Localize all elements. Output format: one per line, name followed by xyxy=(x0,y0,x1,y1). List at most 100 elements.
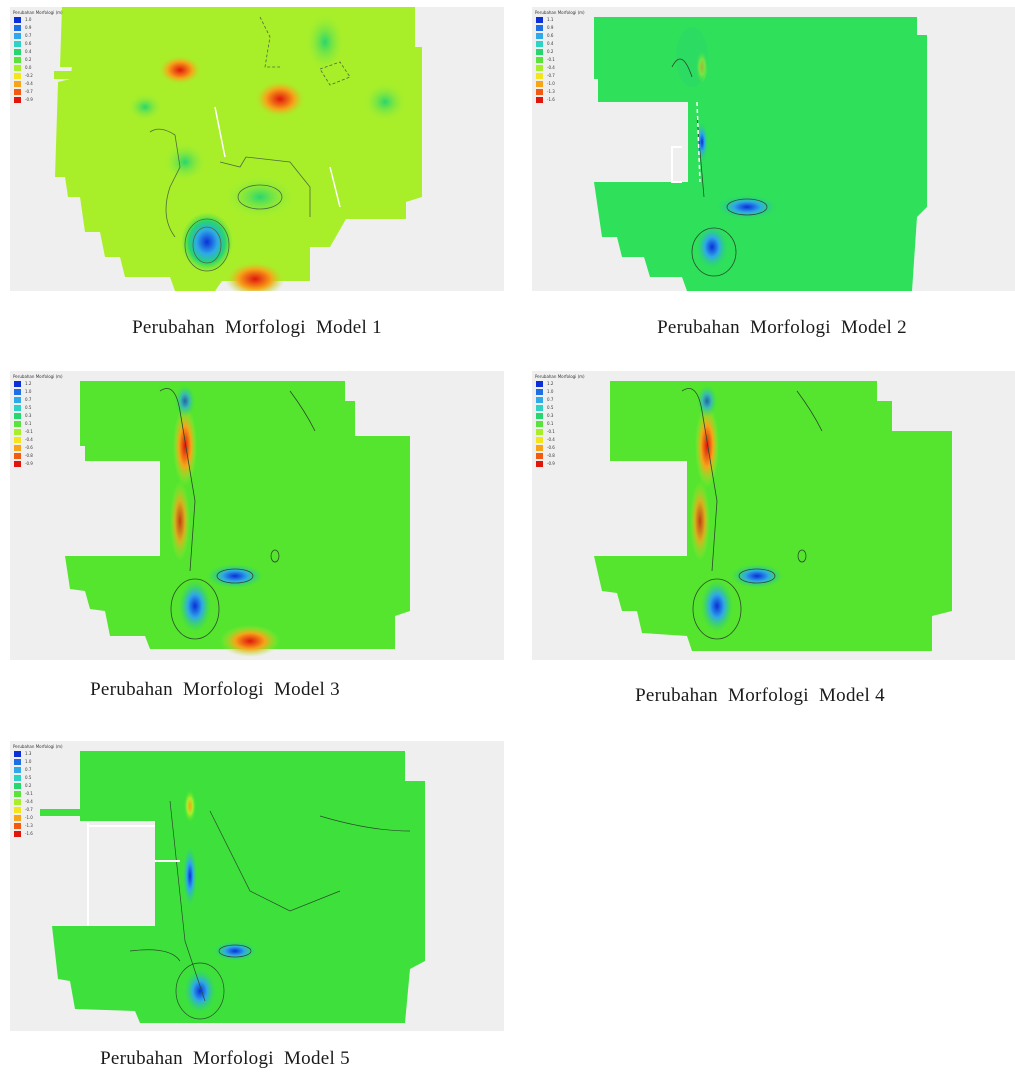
legend-swatch xyxy=(14,81,21,87)
legend-swatch xyxy=(536,17,543,23)
legend-label: -0.8 xyxy=(25,453,33,458)
legend-swatch xyxy=(14,17,21,23)
legend-swatch xyxy=(14,437,21,443)
legend-entry: -0.8 xyxy=(13,452,59,460)
legend-entry: 1.2 xyxy=(13,380,59,388)
legend-entry: -0.9 xyxy=(535,460,581,468)
legend-entry: -0.4 xyxy=(13,798,59,806)
map-panel-model-5: Perubahan Morfologi (m) 1.3 1.0 0.7 0.5 0.2 -0… xyxy=(10,741,504,1031)
legend: Perubahan Morfologi (m) 1.2 1.0 0.7 0.5 0.3 0.… xyxy=(535,374,585,468)
legend-entry: -0.7 xyxy=(13,806,59,814)
legend-entry: -0.1 xyxy=(535,56,581,64)
legend-swatch xyxy=(536,25,543,31)
legend-label: 0.4 xyxy=(25,49,32,54)
legend-swatch xyxy=(14,807,21,813)
legend-swatch xyxy=(14,33,21,39)
legend-swatch xyxy=(14,815,21,821)
legend-label: 1.0 xyxy=(25,759,32,764)
legend-entry: 0.3 xyxy=(535,412,581,420)
legend-label: -1.6 xyxy=(25,831,33,836)
legend-entry: 0.1 xyxy=(535,420,581,428)
legend-title: Perubahan Morfologi (m) xyxy=(13,374,63,379)
legend-entry: -0.1 xyxy=(535,428,581,436)
legend-entry: 0.6 xyxy=(13,40,59,48)
legend-swatch xyxy=(14,791,21,797)
legend-label: 1.0 xyxy=(25,17,32,22)
legend-entry: 0.4 xyxy=(535,40,581,48)
legend-entry: -0.6 xyxy=(535,444,581,452)
legend-label: -1.6 xyxy=(547,97,555,102)
legend-swatch xyxy=(14,421,21,427)
legend-label: -0.1 xyxy=(547,429,555,434)
legend-entry: 1.0 xyxy=(13,758,59,766)
legend-entry: 1.3 xyxy=(13,750,59,758)
legend-entry: 0.2 xyxy=(535,48,581,56)
legend-swatch xyxy=(14,413,21,419)
legend-entry: 0.5 xyxy=(13,404,59,412)
legend-swatch xyxy=(14,751,21,757)
legend-label: -0.7 xyxy=(25,807,33,812)
legend-swatch xyxy=(14,65,21,71)
legend-label: 0.2 xyxy=(25,783,32,788)
legend-swatch xyxy=(14,445,21,451)
legend-entry: -0.9 xyxy=(13,460,59,468)
legend-label: -0.6 xyxy=(547,445,555,450)
legend-swatch xyxy=(536,389,543,395)
legend-label: -0.4 xyxy=(25,437,33,442)
legend-entry: 0.0 xyxy=(13,64,59,72)
legend-entry: -0.4 xyxy=(535,64,581,72)
legend-label: 0.4 xyxy=(547,41,554,46)
legend-label: -0.4 xyxy=(25,81,33,86)
legend-label: -0.7 xyxy=(25,89,33,94)
legend-entry: -0.1 xyxy=(13,790,59,798)
legend-title: Perubahan Morfologi (m) xyxy=(535,10,585,15)
legend-entry: -1.0 xyxy=(13,814,59,822)
legend-label: -0.9 xyxy=(25,461,33,466)
legend-label: -0.4 xyxy=(547,437,555,442)
legend-entry: -0.9 xyxy=(13,96,59,104)
legend-swatch xyxy=(14,89,21,95)
legend-label: -1.3 xyxy=(25,823,33,828)
legend-entry: 1.1 xyxy=(535,16,581,24)
legend-label: -0.7 xyxy=(547,73,555,78)
legend-swatch xyxy=(536,445,543,451)
legend-label: 0.7 xyxy=(25,33,32,38)
legend-swatch xyxy=(14,25,21,31)
legend-entry: -0.2 xyxy=(13,72,59,80)
panel-caption: Perubahan Morfologi Model 5 xyxy=(100,1048,350,1069)
legend-swatch xyxy=(14,41,21,47)
legend-swatch xyxy=(536,405,543,411)
legend-label: -0.6 xyxy=(25,445,33,450)
legend-label: -0.2 xyxy=(25,73,33,78)
legend-label: 0.7 xyxy=(547,397,554,402)
legend-label: -0.4 xyxy=(547,65,555,70)
legend-label: -0.4 xyxy=(25,799,33,804)
legend-entry: -0.1 xyxy=(13,428,59,436)
legend-entry: -0.7 xyxy=(13,88,59,96)
panel-caption: Perubahan Morfologi Model 3 xyxy=(90,679,340,700)
legend: Perubahan Morfologi (m) 1.0 0.9 0.7 0.6 0.4 0.… xyxy=(13,10,63,104)
legend-title: Perubahan Morfologi (m) xyxy=(13,744,63,749)
legend: Perubahan Morfologi (m) 1.3 1.0 0.7 0.5 0.2 -0… xyxy=(13,744,63,838)
legend-swatch xyxy=(14,429,21,435)
legend-swatch xyxy=(14,405,21,411)
legend-label: 0.9 xyxy=(547,25,554,30)
legend-entry: -1.3 xyxy=(535,88,581,96)
legend-swatch xyxy=(536,89,543,95)
legend-swatch xyxy=(536,41,543,47)
legend-entry: 0.7 xyxy=(13,766,59,774)
legend-entry: 0.6 xyxy=(535,32,581,40)
legend-swatch xyxy=(536,65,543,71)
map-panel-model-1: Perubahan Morfologi (m) 1.0 0.9 0.7 0.6 0.4 0.… xyxy=(10,7,504,291)
legend-entry: -0.4 xyxy=(535,436,581,444)
legend-label: 0.6 xyxy=(547,33,554,38)
legend-swatch xyxy=(536,33,543,39)
legend-swatch xyxy=(14,775,21,781)
legend-title: Perubahan Morfologi (m) xyxy=(13,10,63,15)
legend-swatch xyxy=(14,767,21,773)
legend-label: 0.3 xyxy=(25,413,32,418)
legend-label: 0.1 xyxy=(25,421,32,426)
morphology-map-model-4 xyxy=(594,381,952,651)
legend-label: 0.9 xyxy=(25,25,32,30)
legend-swatch xyxy=(14,799,21,805)
